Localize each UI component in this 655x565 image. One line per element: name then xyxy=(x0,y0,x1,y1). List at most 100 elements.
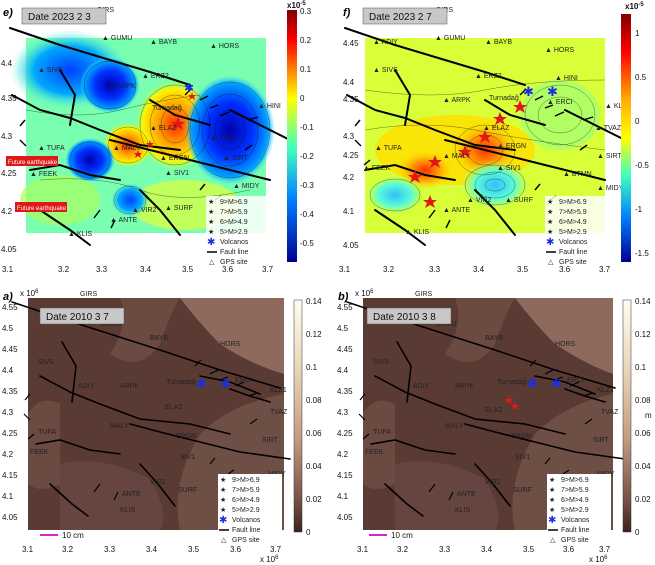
svg-text:▲ BTMN: ▲ BTMN xyxy=(563,171,592,178)
svg-text:-0.5: -0.5 xyxy=(635,161,649,170)
svg-text:4.4: 4.4 xyxy=(1,59,13,68)
svg-text:▲ ERGN: ▲ ERGN xyxy=(160,155,189,162)
svg-text:✱: ✱ xyxy=(547,85,558,100)
svg-text:4.35: 4.35 xyxy=(337,387,353,396)
contour-region xyxy=(515,298,613,374)
svg-text:3.4: 3.4 xyxy=(473,265,485,274)
svg-text:▲ SIRT: ▲ SIRT xyxy=(597,153,622,160)
svg-text:★: ★ xyxy=(547,218,553,226)
svg-text:0.5: 0.5 xyxy=(635,73,647,82)
panel-e: ✱ ▲ GIRS ▲ GUMU ▲ BAYB ▲ HORS ▲ ERZ2 ▲ S… xyxy=(0,0,325,280)
svg-text:4.05: 4.05 xyxy=(337,513,353,522)
svg-text:✱: ✱ xyxy=(546,237,554,248)
svg-text:✱: ✱ xyxy=(196,377,207,392)
colorbar xyxy=(622,299,632,533)
svg-text:▲ ARPK: ▲ ARPK xyxy=(443,97,471,104)
svg-text:3.7: 3.7 xyxy=(599,265,611,274)
svg-text:▲ ANTE: ▲ ANTE xyxy=(110,217,137,224)
legend-item: Volcanos xyxy=(561,517,590,524)
svg-text:▲ ERCI: ▲ ERCI xyxy=(547,99,573,106)
svg-text:GIRS: GIRS xyxy=(415,291,432,298)
svg-text:△: △ xyxy=(548,259,554,266)
legend-item: Fault line xyxy=(220,249,249,256)
panel-e-map: ✱ ▲ GIRS ▲ GUMU ▲ BAYB ▲ HORS ▲ ERZ2 ▲ S… xyxy=(1,1,314,274)
svg-text:3.4: 3.4 xyxy=(481,545,493,554)
svg-text:3.1: 3.1 xyxy=(339,265,351,274)
x-exponent: x 106 xyxy=(260,555,279,564)
contour-region xyxy=(110,298,180,362)
volcano-label: Turnadağ xyxy=(166,379,196,386)
svg-text:4.05: 4.05 xyxy=(2,513,18,522)
svg-text:SURF: SURF xyxy=(178,487,197,494)
svg-text:3.6: 3.6 xyxy=(563,545,575,554)
scale-bar-label: 10 cm xyxy=(62,531,84,540)
svg-text:▲ HINI: ▲ HINI xyxy=(258,103,281,110)
svg-text:3.2: 3.2 xyxy=(397,545,409,554)
svg-text:▲ VIR2: ▲ VIR2 xyxy=(132,207,157,214)
legend-item: 9>M>6.9 xyxy=(220,199,248,206)
svg-text:TUFA: TUFA xyxy=(38,429,56,436)
volcano-label: Turnadağ xyxy=(152,105,182,112)
svg-text:▲ SURF: ▲ SURF xyxy=(165,205,193,212)
svg-text:4.2: 4.2 xyxy=(337,450,349,459)
date-box xyxy=(366,307,452,325)
svg-text:TVAZ: TVAZ xyxy=(270,409,288,416)
svg-text:★: ★ xyxy=(549,506,555,514)
fault-segments xyxy=(358,359,594,501)
svg-text:ADIY: ADIY xyxy=(413,383,430,390)
svg-text:✱: ✱ xyxy=(523,85,534,100)
svg-text:VIR2: VIR2 xyxy=(150,479,166,486)
fault-segments xyxy=(23,359,259,501)
svg-text:3.6: 3.6 xyxy=(230,545,242,554)
svg-text:SIVS: SIVS xyxy=(373,359,389,366)
svg-text:MALY: MALY xyxy=(445,423,464,430)
svg-text:▲ VIR2: ▲ VIR2 xyxy=(467,197,492,204)
svg-text:✱: ✱ xyxy=(207,237,215,248)
svg-text:0.04: 0.04 xyxy=(306,462,322,471)
svg-text:SURF: SURF xyxy=(513,487,532,494)
svg-text:-1: -1 xyxy=(635,205,643,214)
volcano-markers: ✱ ✱ xyxy=(523,85,558,100)
x-axis-ticks: 3.1 3.2 3.3 3.4 3.5 3.6 3.7 xyxy=(2,265,274,274)
legend-item: Fault line xyxy=(561,527,590,534)
legend: ★ 9>M>6.9 ★ 7>M>5.9 ★ 6>M>4.9 ★ 5>M>2.9 ✱ Vol… xyxy=(218,474,282,546)
svg-text:SIRT: SIRT xyxy=(262,437,279,444)
colorbar xyxy=(293,299,303,533)
svg-text:4.15: 4.15 xyxy=(2,471,18,480)
contour-cold-nw2 xyxy=(80,57,140,113)
svg-text:★: ★ xyxy=(547,228,553,236)
legend-item: Fault line xyxy=(232,527,261,534)
svg-text:△: △ xyxy=(221,537,227,544)
svg-text:△: △ xyxy=(550,537,556,544)
svg-text:4.25: 4.25 xyxy=(1,169,17,178)
svg-text:0.2: 0.2 xyxy=(300,36,312,45)
svg-text:VIR2: VIR2 xyxy=(485,479,501,486)
panel-a-map: ✱ ✱ GIRS GUMU BAYB HORS SIVS ARPK ELAZ M… xyxy=(2,289,322,564)
svg-text:3.6: 3.6 xyxy=(559,265,571,274)
svg-text:▲ KLZ1: ▲ KLZ1 xyxy=(605,103,631,110)
svg-text:▲ ELAZ: ▲ ELAZ xyxy=(483,125,510,132)
svg-text:★: ★ xyxy=(208,228,214,236)
contour-green-sw xyxy=(20,175,100,225)
svg-text:0.04: 0.04 xyxy=(635,462,651,471)
svg-text:▲ MALY: ▲ MALY xyxy=(443,153,471,160)
future-label-2: Future earthquake xyxy=(17,206,67,212)
svg-text:3.1: 3.1 xyxy=(22,545,34,554)
legend-item: 9>M>6.9 xyxy=(559,199,587,206)
svg-text:3.1: 3.1 xyxy=(2,265,14,274)
svg-text:3.3: 3.3 xyxy=(104,545,116,554)
legend-item: 7>M>5.9 xyxy=(559,209,587,216)
legend-item: Volcanos xyxy=(220,239,249,246)
svg-text:ELAZ: ELAZ xyxy=(485,407,503,414)
svg-text:0.3: 0.3 xyxy=(300,7,312,16)
y-axis-ticks: 4.45 4.4 4.35 4.3 4.25 4.2 4.1 4.05 xyxy=(343,39,359,250)
svg-text:▲ TUFA: ▲ TUFA xyxy=(375,145,402,152)
contour-cold-s xyxy=(460,160,530,210)
contour-lines xyxy=(364,79,606,212)
legend: ★ 9>M>6.9 ★ 7>M>5.9 ★ 6>M>4.9 ★ 5>M>2.9 ✱ Vol… xyxy=(547,474,611,546)
scale-bar-label: 10 cm xyxy=(391,531,413,540)
volcano-markers: ✱ xyxy=(184,81,194,95)
scale-bar: 10 cm xyxy=(369,531,413,540)
svg-text:ERGN: ERGN xyxy=(511,433,531,440)
earthquake-stars xyxy=(134,92,196,158)
